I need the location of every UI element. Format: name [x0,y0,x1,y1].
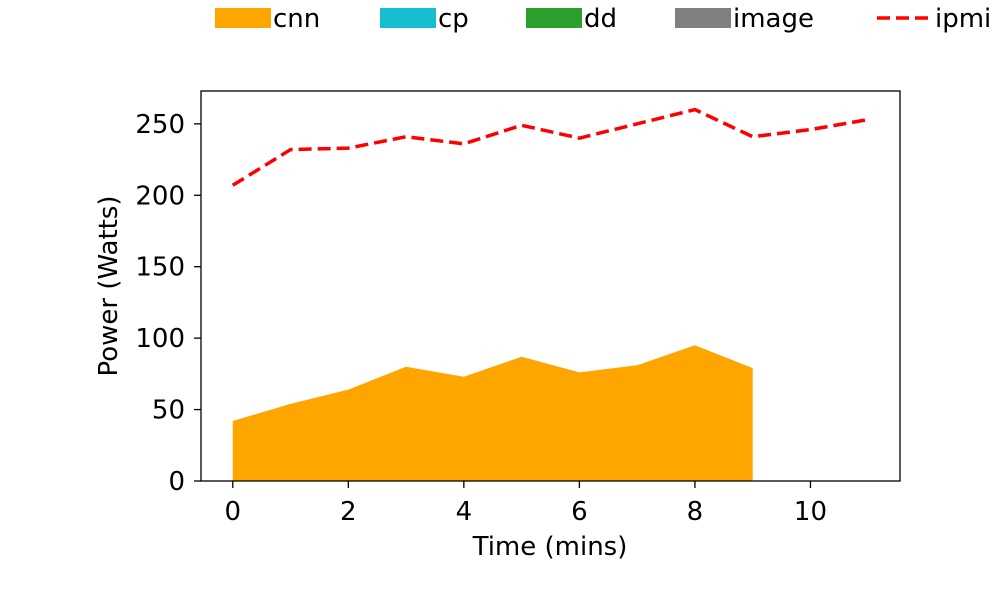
x-tick-label: 6 [571,497,588,527]
y-tick-label: 150 [135,253,185,283]
x-axis-label: Time (mins) [472,532,628,562]
plot-area [231,107,869,481]
legend-swatch-cp [380,8,436,28]
line-ipmi [231,107,869,187]
x-tick-label: 2 [340,497,357,527]
legend-label-ipmi: ipmi [935,4,991,34]
y-tick-label: 200 [135,181,185,211]
area-cnn [232,345,753,481]
y-axis-label: Power (Watts) [94,195,124,376]
x-tick-label: 10 [794,497,827,527]
y-tick-label: 50 [152,396,185,426]
legend-label-cnn: cnn [273,4,320,34]
legend-label-dd: dd [584,4,617,34]
legend-swatch-image [675,8,731,28]
x-tick-label: 0 [224,497,241,527]
x-tick-label: 8 [687,497,704,527]
legend: cnn cp dd image ipmi [215,4,991,34]
plot-frame [200,90,901,482]
legend-label-image: image [733,4,814,34]
legend-label-cp: cp [438,4,469,34]
y-tick-label: 0 [168,467,185,497]
y-tick-label: 100 [135,324,185,354]
x-tick-label: 4 [456,497,473,527]
legend-swatch-cnn [215,8,271,28]
legend-swatch-dd [526,8,582,28]
y-tick-label: 250 [135,110,185,140]
